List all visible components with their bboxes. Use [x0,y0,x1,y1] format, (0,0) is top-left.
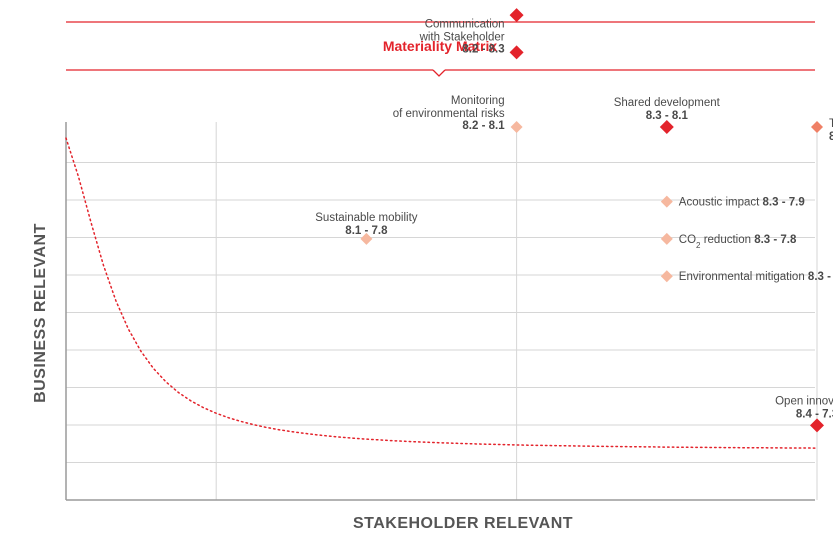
point-label: Environmental mitigation 8.3 - 7.7 [679,271,833,283]
point-label: of environmental risks [393,108,505,120]
data-point-co2-reduction [660,232,673,245]
point-value-label: 8.4 - 7.3 [796,408,833,420]
point-value-label: 8.3 - 8.1 [646,110,689,122]
point-value-label: 8.4 - 8.1 [829,131,833,143]
y-axis-title: BUSINESS RELEVANT [32,223,49,403]
point-label: CO2 reduction 8.3 - 7.8 [679,234,797,250]
data-point-environmental-mitigation [660,270,673,283]
header-pointer [432,69,446,77]
point-value-label: 8.2 - 8.1 [462,120,505,132]
point-label: Transparent supplier selection [829,118,833,130]
point-label: Communication [425,18,505,30]
data-points: Passenger service quality8.7 - 9Passenge… [315,0,833,433]
data-point-sustainable-mobility [360,232,373,245]
grid [66,122,818,500]
point-label: Open innovation [775,395,833,407]
data-point-transparent-supplier-selection [811,121,823,133]
point-label: Acoustic impact 8.3 - 7.9 [679,197,805,209]
data-point-monitoring-of-environmental-risks [510,121,523,133]
data-point-shared-development [659,120,674,134]
point-label: Shared development [614,97,721,109]
threshold-curve [65,137,816,449]
data-point-transparent-communication [509,8,524,23]
point-label: Sustainable mobility [315,212,418,224]
point-label: with Stakeholder [419,31,505,43]
chart-title: Materiality Matrix [383,38,498,54]
x-axis-title: STAKEHOLDER RELEVANT [353,515,573,532]
point-label: Monitoring [451,95,505,107]
data-point-communication-with-stakeholder [509,45,524,60]
point-value-label: 8.2 - 8.4 [495,0,538,3]
data-point-acoustic-impact [660,195,673,208]
point-value-label: 8.1 - 7.8 [345,225,388,237]
point-value-label: 8.2 - 8.3 [462,43,504,55]
data-point-open-innovation [810,418,824,433]
